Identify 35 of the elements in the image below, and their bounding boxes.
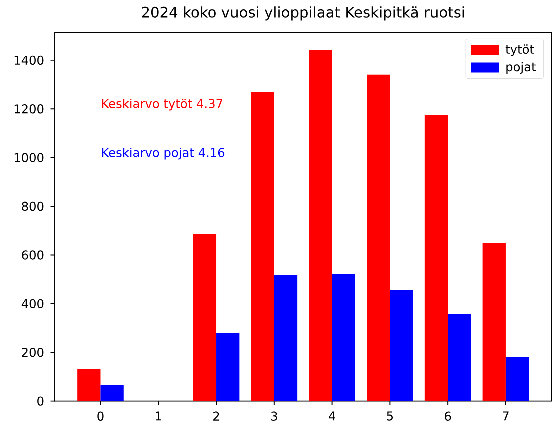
y-tick-label: 1000 bbox=[14, 153, 44, 162]
bar bbox=[193, 234, 217, 402]
x-tick-label: 3 bbox=[271, 412, 278, 421]
x-tick-label: 7 bbox=[503, 412, 509, 421]
bar bbox=[274, 275, 298, 402]
bar bbox=[506, 357, 530, 402]
y-tick-label: 1200 bbox=[14, 104, 44, 114]
legend-label: pojat bbox=[506, 62, 536, 74]
chart-title: 2024 koko vuosi ylioppilaat Keskipitkä ruotsi bbox=[142, 6, 464, 21]
x-tick-label: 1 bbox=[156, 412, 162, 421]
bar bbox=[448, 314, 472, 402]
x-tick-label: 6 bbox=[445, 412, 452, 421]
annotation: Keskiarvo pojat 4.16 bbox=[102, 148, 225, 160]
annotation: Keskiarvo tytöt 4.37 bbox=[102, 98, 222, 111]
y-tick-label: 1400 bbox=[14, 56, 44, 66]
x-tick-label: 4 bbox=[329, 412, 336, 421]
y-tick-label: 400 bbox=[22, 299, 44, 309]
bar bbox=[251, 92, 274, 402]
x-tick-label: 2 bbox=[214, 412, 220, 421]
bar bbox=[424, 114, 448, 402]
bar bbox=[332, 274, 356, 402]
x-tick-label: 5 bbox=[387, 412, 393, 421]
bar bbox=[309, 50, 332, 402]
bar bbox=[482, 244, 506, 402]
x-tick-label: 0 bbox=[98, 412, 104, 421]
bar bbox=[100, 384, 124, 402]
y-tick-label: 200 bbox=[22, 348, 44, 358]
bar bbox=[216, 333, 240, 402]
legend-label: tytöt bbox=[506, 44, 534, 56]
y-tick-label: 600 bbox=[22, 250, 44, 260]
bar bbox=[390, 290, 414, 402]
bar bbox=[78, 369, 101, 402]
bar bbox=[367, 74, 390, 402]
y-tick-label: 800 bbox=[22, 202, 44, 212]
y-tick-label: 0 bbox=[38, 396, 44, 406]
